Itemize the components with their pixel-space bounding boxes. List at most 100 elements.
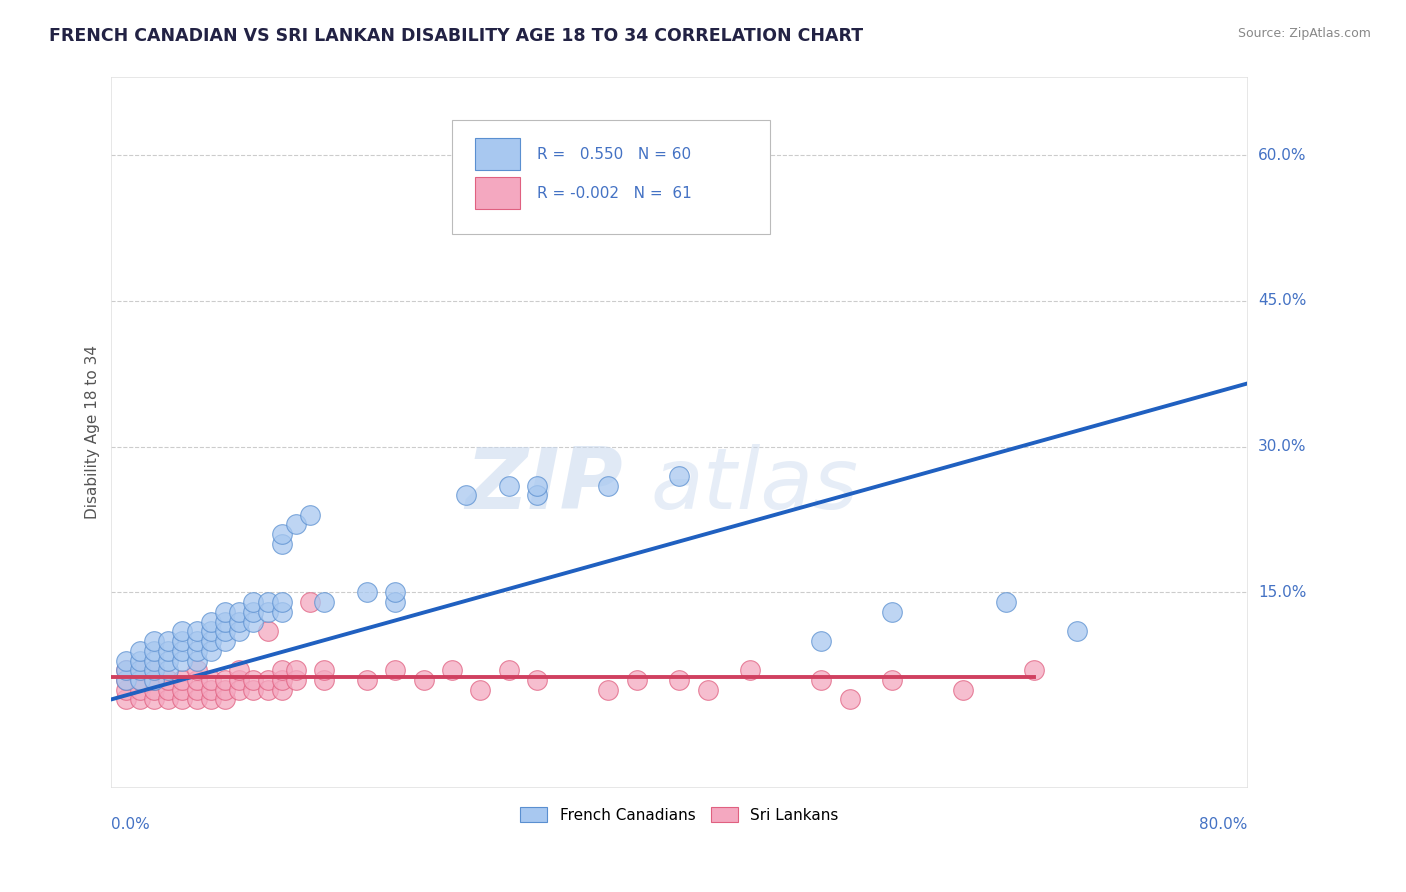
Point bbox=[114, 673, 136, 687]
Point bbox=[157, 663, 180, 677]
Point bbox=[314, 673, 336, 687]
Point bbox=[456, 488, 478, 502]
Point bbox=[284, 673, 307, 687]
Point bbox=[172, 682, 194, 697]
Point bbox=[882, 673, 904, 687]
Point bbox=[838, 692, 860, 706]
Point bbox=[114, 692, 136, 706]
Bar bbox=[475, 177, 520, 209]
Legend: French Canadians, Sri Lankans: French Canadians, Sri Lankans bbox=[513, 801, 845, 829]
Point bbox=[526, 673, 548, 687]
Point bbox=[256, 595, 278, 609]
Point bbox=[200, 615, 222, 629]
Point bbox=[270, 605, 292, 619]
Point bbox=[143, 634, 166, 648]
Point bbox=[143, 673, 166, 687]
Point bbox=[186, 673, 208, 687]
Point bbox=[186, 624, 208, 639]
Point bbox=[498, 663, 520, 677]
Point bbox=[598, 682, 620, 697]
Point bbox=[172, 692, 194, 706]
Text: 0.0%: 0.0% bbox=[111, 817, 150, 832]
Point bbox=[1066, 624, 1088, 639]
Point bbox=[143, 644, 166, 658]
Point bbox=[598, 478, 620, 492]
Point bbox=[157, 644, 180, 658]
Point bbox=[626, 673, 648, 687]
Point bbox=[128, 673, 150, 687]
Point bbox=[299, 508, 322, 522]
Point bbox=[186, 644, 208, 658]
Point bbox=[214, 605, 236, 619]
Point bbox=[200, 682, 222, 697]
Point bbox=[172, 673, 194, 687]
Point bbox=[1022, 663, 1045, 677]
Point bbox=[143, 663, 166, 677]
Y-axis label: Disability Age 18 to 34: Disability Age 18 to 34 bbox=[86, 345, 100, 519]
Point bbox=[128, 653, 150, 667]
Point bbox=[128, 663, 150, 677]
Point bbox=[128, 673, 150, 687]
Point bbox=[172, 653, 194, 667]
Point bbox=[740, 663, 762, 677]
Point bbox=[242, 673, 264, 687]
Point bbox=[256, 673, 278, 687]
Point bbox=[668, 673, 690, 687]
Point bbox=[143, 673, 166, 687]
Point bbox=[186, 692, 208, 706]
Point bbox=[314, 663, 336, 677]
Point bbox=[882, 605, 904, 619]
Point bbox=[228, 605, 250, 619]
Point bbox=[356, 673, 378, 687]
Point bbox=[128, 692, 150, 706]
Point bbox=[256, 624, 278, 639]
Point bbox=[143, 663, 166, 677]
Point bbox=[228, 615, 250, 629]
Point bbox=[186, 682, 208, 697]
Point bbox=[186, 634, 208, 648]
Point bbox=[470, 682, 492, 697]
Point bbox=[200, 692, 222, 706]
Point bbox=[114, 663, 136, 677]
Point bbox=[242, 595, 264, 609]
Point bbox=[157, 634, 180, 648]
Point bbox=[242, 682, 264, 697]
Point bbox=[114, 663, 136, 677]
Point bbox=[214, 682, 236, 697]
Point bbox=[526, 478, 548, 492]
Point bbox=[228, 673, 250, 687]
Point bbox=[242, 615, 264, 629]
Point bbox=[214, 624, 236, 639]
Point bbox=[284, 663, 307, 677]
Point bbox=[810, 673, 832, 687]
Text: 15.0%: 15.0% bbox=[1258, 585, 1306, 600]
Text: R =   0.550   N = 60: R = 0.550 N = 60 bbox=[537, 146, 692, 161]
Point bbox=[270, 682, 292, 697]
Point bbox=[157, 653, 180, 667]
Point bbox=[668, 468, 690, 483]
Point bbox=[270, 527, 292, 541]
Text: 45.0%: 45.0% bbox=[1258, 293, 1306, 309]
Point bbox=[128, 663, 150, 677]
Point bbox=[186, 663, 208, 677]
Point bbox=[186, 653, 208, 667]
Point bbox=[200, 634, 222, 648]
Text: 30.0%: 30.0% bbox=[1258, 439, 1306, 454]
Point bbox=[143, 692, 166, 706]
Point bbox=[270, 537, 292, 551]
Point bbox=[200, 673, 222, 687]
Point bbox=[172, 624, 194, 639]
Point bbox=[128, 644, 150, 658]
Point bbox=[172, 644, 194, 658]
Point bbox=[526, 488, 548, 502]
Point bbox=[114, 673, 136, 687]
Point bbox=[952, 682, 974, 697]
Point bbox=[228, 663, 250, 677]
Point bbox=[270, 595, 292, 609]
Point bbox=[114, 653, 136, 667]
Point bbox=[157, 673, 180, 687]
Point bbox=[810, 634, 832, 648]
Point bbox=[696, 682, 718, 697]
Point bbox=[214, 615, 236, 629]
Point bbox=[256, 605, 278, 619]
